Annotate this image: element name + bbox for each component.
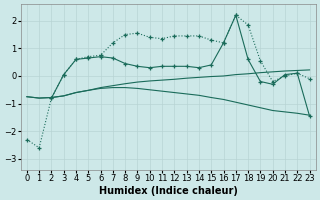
X-axis label: Humidex (Indice chaleur): Humidex (Indice chaleur): [99, 186, 238, 196]
